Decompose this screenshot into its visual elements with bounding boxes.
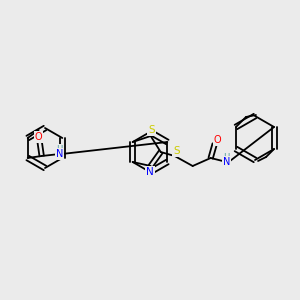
Text: N: N <box>56 149 63 159</box>
Text: H: H <box>224 152 230 161</box>
Text: N: N <box>223 157 230 167</box>
Text: S: S <box>173 146 180 156</box>
Text: S: S <box>148 125 155 135</box>
Text: O: O <box>214 135 221 145</box>
Text: O: O <box>35 132 43 142</box>
Text: N: N <box>146 167 154 177</box>
Text: H: H <box>56 145 63 154</box>
